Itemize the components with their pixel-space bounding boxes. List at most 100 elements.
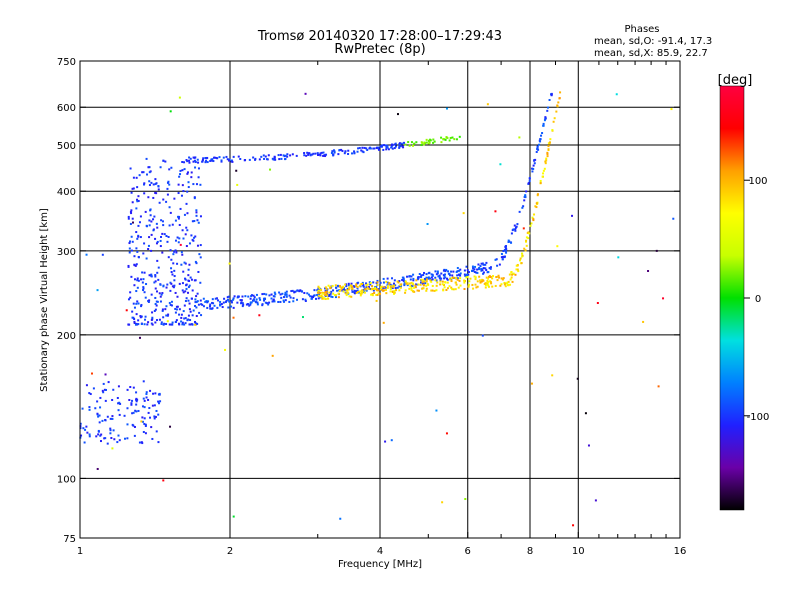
echo-point (286, 153, 289, 156)
echo-point (356, 290, 359, 293)
phases-mean-x: mean, sd,X: 85.9, 22.7 (594, 48, 708, 59)
echo-point (372, 147, 375, 150)
echo-point (521, 206, 524, 209)
echo-point (418, 272, 421, 275)
echo-point (514, 228, 517, 231)
echo-point (237, 155, 240, 158)
echo-point (89, 393, 92, 396)
echo-point (443, 286, 446, 289)
echo-point (446, 277, 449, 280)
echo-point (149, 214, 152, 217)
echo-point (199, 215, 202, 218)
echo-point (519, 257, 522, 260)
echo-point (459, 268, 462, 271)
echo-point (158, 292, 161, 295)
echo-point (195, 295, 198, 298)
echo-point (151, 311, 154, 314)
echo-point (88, 392, 91, 395)
echo-point (381, 288, 384, 291)
echo-point (146, 173, 149, 176)
echo-point (473, 275, 476, 278)
echo-point (154, 274, 157, 277)
echo-point (337, 296, 340, 299)
echo-point (444, 270, 447, 273)
echo-point (408, 282, 411, 285)
echo-point (194, 298, 197, 301)
echo-point (327, 297, 330, 300)
echo-point (197, 176, 200, 179)
echo-point (269, 168, 272, 171)
echo-point (248, 158, 251, 161)
echo-point (130, 235, 133, 238)
echo-point (240, 299, 243, 302)
echo-point (463, 273, 466, 276)
echo-point (386, 285, 389, 288)
echo-point (243, 159, 246, 162)
echo-point (448, 274, 451, 277)
echo-point (137, 224, 140, 227)
echo-point (152, 183, 155, 186)
echo-point (367, 286, 370, 289)
echo-point (426, 223, 429, 226)
echo-point (412, 279, 415, 282)
echo-point (319, 154, 322, 157)
echo-point (536, 194, 539, 197)
echo-point (463, 288, 466, 291)
echo-point (504, 282, 507, 285)
echo-point (325, 287, 328, 290)
echo-point (320, 295, 323, 298)
echo-point (442, 138, 445, 141)
echo-point (181, 169, 184, 172)
echo-point (336, 284, 339, 287)
echo-point (386, 144, 389, 147)
echo-point (240, 301, 243, 304)
echo-point (193, 159, 196, 162)
echo-point (159, 166, 162, 169)
echo-point (190, 323, 193, 326)
echo-point (425, 280, 428, 283)
echo-point (149, 389, 152, 392)
echo-point (478, 275, 481, 278)
echo-point (464, 275, 467, 278)
echo-point (270, 297, 273, 300)
echo-point (153, 417, 156, 420)
echo-point (393, 147, 396, 150)
echo-point (80, 434, 83, 437)
echo-point (147, 244, 150, 247)
echo-point (107, 381, 110, 384)
echo-point (180, 263, 183, 266)
echo-point (510, 276, 513, 279)
echo-point (346, 289, 349, 292)
echo-point (505, 247, 508, 250)
echo-point (132, 221, 135, 224)
echo-point (298, 290, 301, 293)
echo-point (325, 294, 328, 297)
echo-point (263, 299, 266, 302)
echo-point (164, 160, 167, 163)
echo-point (136, 279, 139, 282)
echo-point (392, 286, 395, 289)
echo-point (157, 278, 160, 281)
echo-point (382, 277, 385, 280)
echo-point (556, 104, 559, 107)
echo-point (130, 212, 133, 215)
echo-point (334, 296, 337, 299)
echo-point (111, 415, 114, 418)
echo-point (365, 282, 368, 285)
echo-point (551, 374, 554, 377)
echo-point (166, 181, 169, 184)
data-points (79, 91, 675, 527)
echo-point (393, 279, 396, 282)
echo-point (408, 144, 411, 147)
echo-point (279, 293, 282, 296)
echo-point (182, 270, 185, 273)
echo-point (377, 292, 380, 295)
echo-point (401, 276, 404, 279)
echo-point (187, 286, 190, 289)
echo-point (542, 122, 545, 125)
echo-point (180, 194, 183, 197)
echo-point (479, 281, 482, 284)
echo-point (408, 287, 411, 290)
echo-point (449, 278, 452, 281)
echo-point (218, 156, 221, 159)
